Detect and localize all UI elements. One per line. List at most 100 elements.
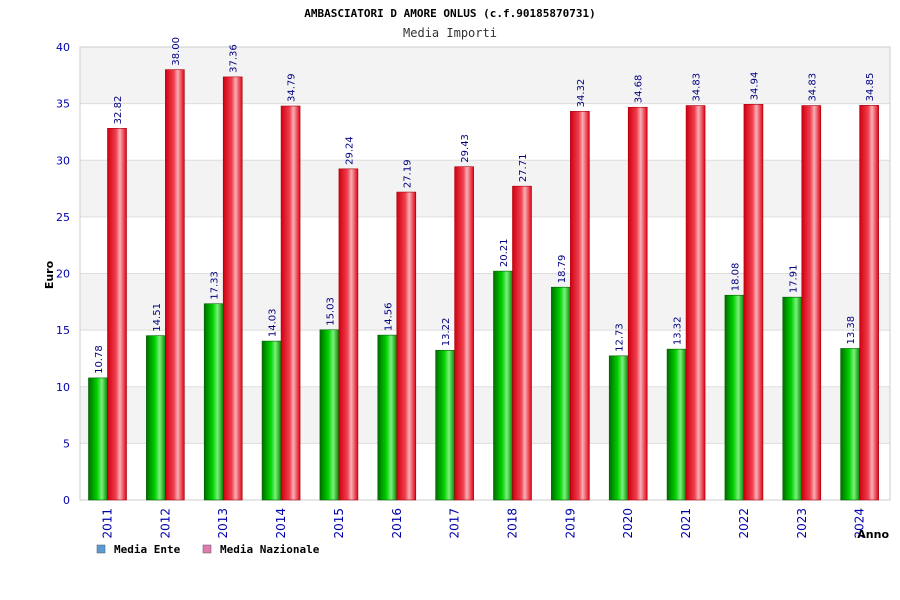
- data-label: 34.68: [634, 75, 645, 104]
- data-label: 17.33: [210, 271, 221, 300]
- legend-label-media-nazionale: Media Nazionale: [220, 543, 320, 556]
- data-label: 32.82: [113, 96, 124, 125]
- x-axis-ticks: 2011 2012 2013 2014 2015 2016 2017 2018 2019 2020…: [101, 508, 867, 539]
- data-label: 37.36: [229, 44, 240, 73]
- data-label: 14.03: [268, 308, 279, 337]
- x-tick-label: 2013: [216, 508, 230, 539]
- x-tick-label: 2018: [506, 508, 520, 539]
- bar-media-nazionale-2012: [165, 69, 185, 501]
- bar-media-nazionale-2024: [859, 105, 879, 501]
- y-tick-label: 40: [56, 41, 70, 54]
- x-tick-label: 2023: [795, 508, 809, 539]
- x-tick-label: 2012: [158, 508, 172, 539]
- bar-media-nazionale-2019: [570, 111, 590, 501]
- bars: [88, 69, 879, 501]
- bar-media-nazionale-2016: [396, 191, 417, 501]
- data-label: 13.38: [846, 316, 857, 345]
- data-label: 34.83: [692, 73, 703, 102]
- bar-media-nazionale-2014: [280, 105, 301, 501]
- y-tick-label: 0: [63, 494, 70, 507]
- bar-media-nazionale-2022: [743, 104, 764, 501]
- y-tick-label: 15: [56, 324, 70, 337]
- bar-media-nazionale-2011: [107, 128, 127, 501]
- legend-swatch-media-nazionale: [202, 544, 212, 554]
- bar-media-ente-2023: [782, 296, 803, 501]
- plot-band: [80, 386, 890, 444]
- y-tick-label: 25: [56, 211, 70, 224]
- chart-subtitle: Media Importi: [403, 26, 497, 40]
- x-axis-label: Anno: [857, 528, 889, 541]
- bar-media-ente-2018: [493, 270, 513, 501]
- x-tick-label: 2014: [274, 508, 288, 539]
- bar-media-ente-2022: [724, 294, 745, 501]
- x-tick-label: 2020: [621, 508, 635, 539]
- data-label: 17.91: [788, 265, 799, 294]
- data-label: 34.79: [287, 73, 298, 102]
- bar-media-ente-2024: [840, 348, 860, 501]
- legend: Media Ente Media Nazionale: [96, 543, 320, 556]
- x-tick-label: 2021: [679, 508, 693, 539]
- bar-media-ente-2012: [146, 335, 166, 501]
- plot-band: [80, 160, 890, 217]
- data-label: 27.71: [518, 154, 529, 183]
- bar-media-ente-2014: [261, 340, 282, 501]
- y-tick-label: 30: [56, 154, 70, 167]
- bar-media-ente-2015: [319, 329, 340, 501]
- y-axis-ticks: 0 5 10 15 20 25 30 35 40: [56, 41, 70, 507]
- data-label: 29.24: [344, 136, 355, 165]
- data-label: 20.21: [499, 238, 510, 267]
- plot-band: [80, 216, 890, 274]
- data-label: 29.43: [460, 134, 471, 163]
- bar-media-ente-2011: [88, 377, 108, 501]
- bar-media-ente-2017: [435, 349, 455, 501]
- x-tick-label: 2024: [853, 508, 867, 539]
- data-label: 14.51: [152, 303, 163, 332]
- data-label: 13.32: [673, 317, 684, 346]
- data-labels: 10.78 14.51 17.33 14.03 15.03 14.56 13.22 20.21…: [94, 37, 876, 374]
- data-label: 27.19: [402, 159, 413, 188]
- plot-band: [80, 273, 890, 331]
- bar-media-nazionale-2015: [338, 168, 359, 501]
- bar-media-nazionale-2013: [222, 76, 243, 501]
- chart-title: AMBASCIATORI D AMORE ONLUS (c.f.90185870…: [304, 7, 595, 20]
- y-tick-label: 10: [56, 381, 70, 394]
- bar-media-ente-2013: [203, 303, 224, 501]
- data-label: 18.08: [730, 263, 741, 292]
- plot-band: [80, 443, 890, 500]
- plot-frame: [79, 46, 891, 501]
- data-label: 34.32: [576, 79, 587, 108]
- plot-band: [80, 330, 890, 387]
- x-tick-label: 2011: [101, 508, 115, 539]
- data-label: 34.94: [749, 72, 760, 101]
- legend-swatch-media-ente: [96, 544, 106, 554]
- plot-band: [80, 47, 890, 104]
- data-label: 34.83: [807, 73, 818, 102]
- y-tick-label: 5: [63, 437, 70, 450]
- bar-media-ente-2016: [377, 334, 398, 501]
- x-tick-label: 2015: [332, 508, 346, 539]
- data-label: 13.22: [441, 318, 452, 347]
- y-tick-label: 35: [56, 98, 70, 111]
- y-axis-label: Euro: [43, 260, 56, 289]
- bar-media-nazionale-2021: [685, 105, 706, 501]
- data-label: 38.00: [171, 37, 182, 66]
- x-tick-label: 2022: [737, 508, 751, 539]
- legend-label-media-ente: Media Ente: [114, 543, 181, 556]
- data-label: 14.56: [383, 302, 394, 331]
- data-label: 10.78: [94, 345, 105, 374]
- x-tick-label: 2019: [563, 508, 577, 539]
- bar-media-nazionale-2018: [512, 185, 532, 501]
- bar-media-nazionale-2017: [454, 166, 474, 501]
- data-label: 15.03: [325, 297, 336, 326]
- y-tick-label: 20: [56, 268, 70, 281]
- bar-media-ente-2021: [666, 348, 687, 501]
- bar-media-ente-2020: [608, 355, 629, 501]
- bar-media-nazionale-2023: [801, 105, 822, 501]
- data-label: 12.73: [615, 323, 626, 352]
- data-label: 18.79: [557, 255, 568, 284]
- data-label: 34.85: [865, 73, 876, 102]
- x-tick-label: 2016: [390, 508, 404, 539]
- bar-media-nazionale-2020: [627, 106, 648, 501]
- x-tick-label: 2017: [448, 508, 462, 539]
